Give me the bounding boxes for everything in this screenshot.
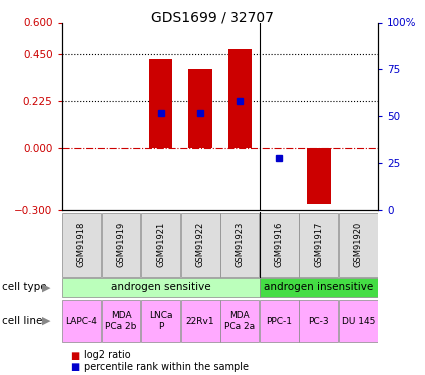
Bar: [149, 59, 173, 147]
Text: GSM91916: GSM91916: [275, 222, 284, 267]
Text: GSM91918: GSM91918: [77, 222, 86, 267]
FancyBboxPatch shape: [339, 213, 378, 277]
Text: percentile rank within the sample: percentile rank within the sample: [84, 362, 249, 372]
FancyBboxPatch shape: [220, 213, 259, 277]
Text: GDS1699 / 32707: GDS1699 / 32707: [151, 10, 274, 24]
FancyBboxPatch shape: [102, 300, 140, 342]
FancyBboxPatch shape: [260, 213, 299, 277]
Text: GSM91922: GSM91922: [196, 222, 205, 267]
Text: MDA
PCa 2b: MDA PCa 2b: [105, 311, 137, 331]
Text: androgen sensitive: androgen sensitive: [111, 282, 210, 292]
Text: GSM91920: GSM91920: [354, 222, 363, 267]
FancyBboxPatch shape: [220, 300, 259, 342]
Text: log2 ratio: log2 ratio: [84, 351, 130, 360]
Text: 22Rv1: 22Rv1: [186, 316, 215, 326]
Text: DU 145: DU 145: [342, 316, 375, 326]
FancyBboxPatch shape: [62, 213, 101, 277]
Text: ▶: ▶: [42, 282, 50, 292]
FancyBboxPatch shape: [339, 300, 378, 342]
FancyBboxPatch shape: [141, 213, 180, 277]
Bar: [307, 147, 331, 204]
FancyBboxPatch shape: [102, 213, 140, 277]
Text: cell type: cell type: [2, 282, 47, 292]
Text: MDA
PCa 2a: MDA PCa 2a: [224, 311, 255, 331]
Text: GSM91923: GSM91923: [235, 222, 244, 267]
Text: GSM91921: GSM91921: [156, 222, 165, 267]
Text: androgen insensitive: androgen insensitive: [264, 282, 374, 292]
FancyBboxPatch shape: [62, 278, 260, 297]
Text: PC-3: PC-3: [309, 316, 329, 326]
FancyBboxPatch shape: [181, 213, 220, 277]
Text: cell line: cell line: [2, 316, 42, 326]
Text: ■: ■: [70, 362, 79, 372]
Text: LNCa
P: LNCa P: [149, 311, 172, 331]
FancyBboxPatch shape: [300, 300, 338, 342]
FancyBboxPatch shape: [181, 300, 220, 342]
Bar: [188, 69, 212, 147]
FancyBboxPatch shape: [141, 300, 180, 342]
Text: LAPC-4: LAPC-4: [65, 316, 97, 326]
FancyBboxPatch shape: [300, 213, 338, 277]
Text: GSM91917: GSM91917: [314, 222, 323, 267]
Text: GSM91919: GSM91919: [116, 222, 125, 267]
Text: ■: ■: [70, 351, 79, 360]
FancyBboxPatch shape: [260, 278, 378, 297]
Text: PPC-1: PPC-1: [266, 316, 292, 326]
FancyBboxPatch shape: [260, 300, 299, 342]
FancyBboxPatch shape: [62, 300, 101, 342]
Text: ▶: ▶: [42, 316, 50, 326]
Bar: [228, 48, 252, 147]
